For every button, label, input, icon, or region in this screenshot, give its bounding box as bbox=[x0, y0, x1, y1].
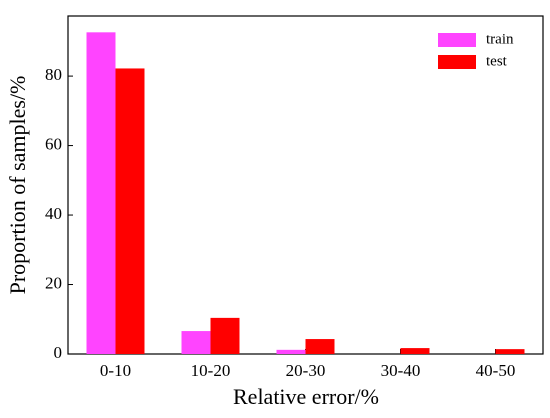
bar bbox=[400, 348, 430, 354]
bar bbox=[115, 68, 145, 355]
x-tick-label: 10-20 bbox=[191, 361, 231, 380]
y-tick-label: 80 bbox=[45, 65, 62, 84]
y-tick-label: 60 bbox=[45, 134, 62, 153]
x-tick-label: 40-50 bbox=[476, 361, 516, 380]
y-tick-label: 40 bbox=[45, 204, 62, 223]
legend-swatch bbox=[438, 33, 476, 47]
legend-label: train bbox=[486, 31, 514, 47]
bar bbox=[210, 317, 240, 354]
y-tick-label: 20 bbox=[45, 273, 62, 292]
x-tick-label: 30-40 bbox=[381, 361, 421, 380]
bar bbox=[86, 32, 116, 355]
x-axis-label: Relative error/% bbox=[233, 384, 379, 409]
legend-swatch bbox=[438, 55, 476, 69]
y-tick-label: 0 bbox=[54, 343, 63, 362]
legend-label: test bbox=[486, 53, 508, 69]
bar bbox=[276, 349, 306, 354]
bar bbox=[495, 349, 525, 354]
bar bbox=[181, 331, 211, 354]
x-tick-label: 0-10 bbox=[100, 361, 131, 380]
bar bbox=[305, 339, 335, 354]
y-axis-label: Proportion of samples/% bbox=[5, 76, 30, 295]
x-tick-label: 20-30 bbox=[286, 361, 326, 380]
